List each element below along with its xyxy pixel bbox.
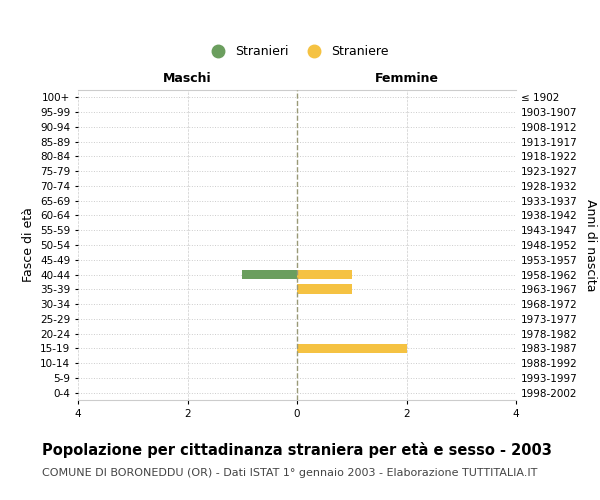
Text: Popolazione per cittadinanza straniera per età e sesso - 2003: Popolazione per cittadinanza straniera p… — [42, 442, 552, 458]
Bar — [297, 284, 352, 294]
Y-axis label: Anni di nascita: Anni di nascita — [584, 198, 597, 291]
Legend: Stranieri, Straniere: Stranieri, Straniere — [200, 40, 394, 64]
Bar — [297, 270, 352, 280]
Bar — [297, 344, 407, 353]
Text: COMUNE DI BORONEDDU (OR) - Dati ISTAT 1° gennaio 2003 - Elaborazione TUTTITALIA.: COMUNE DI BORONEDDU (OR) - Dati ISTAT 1°… — [42, 468, 538, 477]
Y-axis label: Fasce di età: Fasce di età — [22, 208, 35, 282]
Bar — [242, 270, 297, 280]
